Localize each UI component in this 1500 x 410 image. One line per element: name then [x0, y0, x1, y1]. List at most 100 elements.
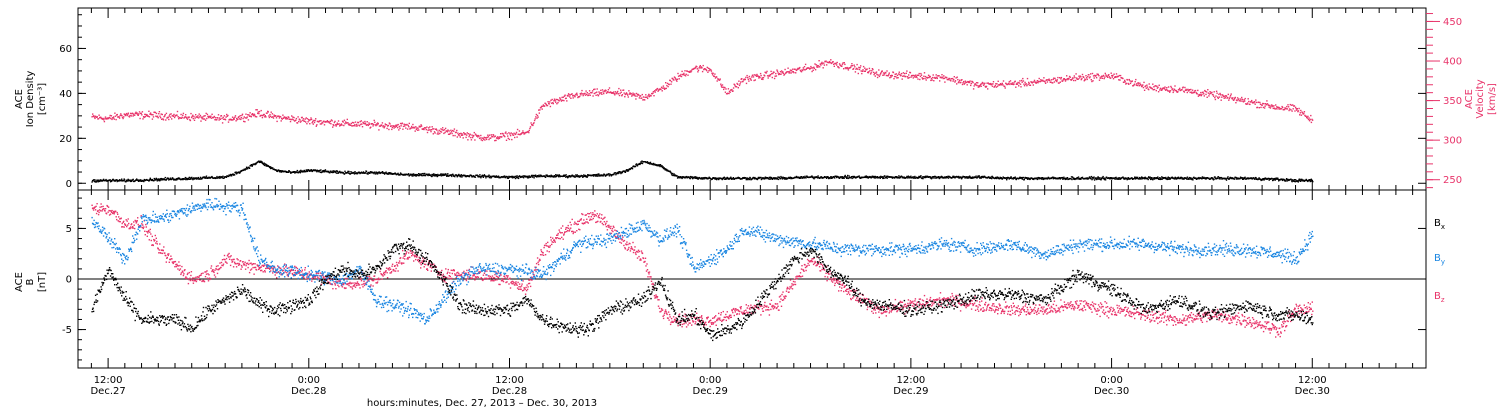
bz-point [177, 268, 179, 270]
velocity-point [857, 72, 859, 75]
bz-point [191, 278, 193, 281]
bz-point [116, 211, 118, 214]
velocity-point [1243, 99, 1245, 101]
density-point [1026, 177, 1028, 180]
velocity-point [752, 76, 755, 78]
density-point [659, 165, 661, 168]
density-point [1109, 177, 1111, 180]
velocity-point [180, 117, 183, 119]
velocity-point [93, 116, 96, 118]
velocity-point [125, 113, 127, 116]
velocity-point [813, 67, 816, 70]
density-point [317, 170, 320, 172]
velocity-point [440, 128, 442, 130]
density-point [1179, 176, 1181, 179]
velocity-point [729, 91, 731, 93]
velocity-point [1076, 77, 1078, 79]
velocity-point [347, 123, 350, 125]
velocity-point [722, 86, 724, 88]
velocity-point [110, 115, 113, 117]
density-point [332, 171, 335, 174]
density-point [269, 166, 271, 168]
density-point [757, 176, 760, 179]
density-point [625, 170, 627, 172]
velocity-point [284, 116, 286, 118]
velocity-point [933, 80, 935, 82]
density-point [239, 171, 241, 174]
velocity-point [245, 117, 248, 119]
density-point [569, 175, 571, 177]
density-point [907, 177, 909, 179]
velocity-point [1230, 93, 1232, 95]
velocity-point [1001, 84, 1003, 86]
velocity-point [1220, 94, 1222, 96]
density-point [430, 174, 432, 176]
density-point [1174, 176, 1176, 179]
velocity-point [754, 79, 756, 81]
velocity-point [571, 93, 573, 95]
velocity-point [770, 70, 772, 73]
density-point [1273, 178, 1275, 180]
density-point [245, 168, 247, 170]
density-point [435, 175, 437, 177]
velocity-point [775, 72, 777, 75]
velocity-point [1115, 76, 1117, 78]
density-point [1012, 178, 1014, 180]
density-point [205, 175, 208, 177]
velocity-point [475, 134, 477, 136]
density-point [1141, 176, 1143, 179]
density-point [1183, 178, 1185, 180]
velocity-point [148, 116, 151, 118]
density-point [914, 175, 916, 178]
velocity-point [356, 123, 358, 126]
density-point [1180, 177, 1182, 180]
velocity-point [521, 132, 523, 134]
velocity-point [298, 120, 300, 123]
density-point [1218, 177, 1221, 179]
velocity-point [619, 92, 621, 95]
bz-point [201, 280, 204, 282]
density-point [847, 174, 849, 177]
velocity-point [652, 91, 655, 93]
density-point [753, 177, 755, 179]
density-point [431, 173, 433, 176]
density-point [1092, 177, 1095, 179]
velocity-point [705, 69, 707, 71]
bz-point [210, 267, 212, 269]
velocity-point [210, 115, 212, 117]
velocity-point [217, 114, 220, 116]
bz-point [141, 226, 143, 229]
density-point [324, 169, 327, 171]
velocity-point [182, 112, 185, 115]
density-point [1159, 178, 1161, 181]
density-point [143, 180, 145, 183]
velocity-point [278, 115, 280, 117]
density-point [831, 177, 834, 179]
density-point [1093, 179, 1096, 181]
velocity-point [528, 129, 530, 132]
velocity-point [1236, 99, 1238, 102]
velocity-point [1199, 93, 1201, 96]
velocity-point [511, 133, 514, 135]
velocity-point [1152, 89, 1154, 91]
velocity-point [1246, 103, 1248, 105]
velocity-point [190, 116, 193, 119]
velocity-point [1090, 79, 1092, 81]
density-point [1097, 177, 1100, 179]
velocity-point [958, 79, 961, 81]
velocity-point [759, 72, 762, 75]
density-point [533, 177, 535, 179]
bz-point [156, 243, 158, 245]
velocity-point [452, 134, 454, 137]
velocity-point [681, 70, 683, 73]
velocity-point [348, 123, 351, 125]
velocity-point [882, 72, 885, 74]
velocity-point [1118, 74, 1121, 77]
density-point [1103, 177, 1105, 179]
velocity-point [214, 119, 216, 121]
velocity-point [202, 116, 204, 118]
velocity-point [995, 86, 998, 88]
velocity-point [1310, 121, 1313, 124]
density-point [344, 170, 346, 172]
